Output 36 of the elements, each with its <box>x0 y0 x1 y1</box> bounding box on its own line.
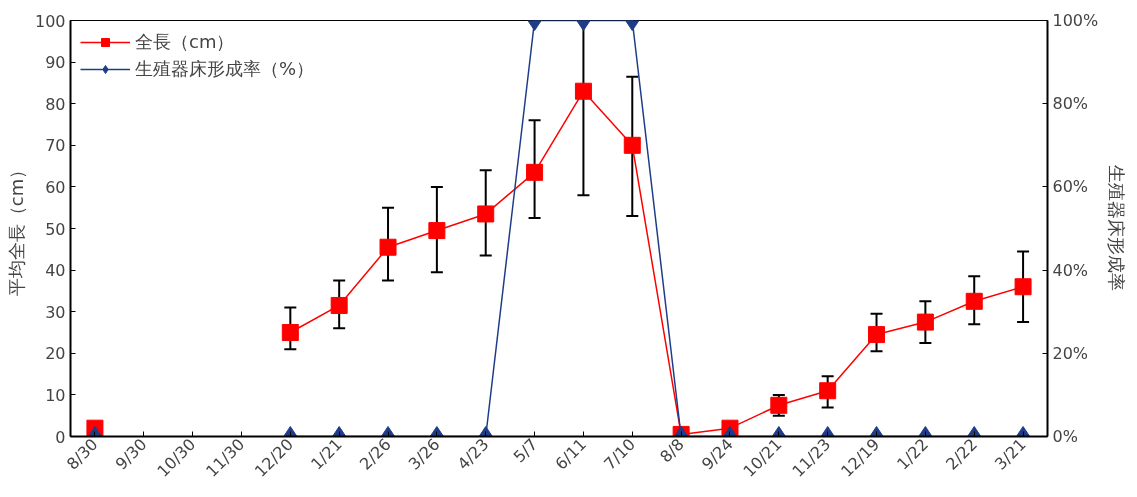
point <box>819 382 837 400</box>
point <box>868 326 886 344</box>
y-tick-label: 90 <box>45 53 66 73</box>
y2-tick-label: 20% <box>1052 343 1089 363</box>
point <box>574 82 592 100</box>
y-tick-label: 30 <box>45 302 66 322</box>
point <box>477 205 495 223</box>
y2-tick-label: 0% <box>1052 427 1078 446</box>
y-axis-title: 平均全長（cm） <box>5 160 27 297</box>
point <box>428 222 446 240</box>
x-tick-label: 8/8 <box>656 434 688 467</box>
y2-tick-label: 60% <box>1052 177 1089 197</box>
y-tick-label: 60 <box>45 177 66 197</box>
y-tick-label: 0 <box>55 427 66 447</box>
point <box>916 313 934 331</box>
point <box>623 136 641 154</box>
point <box>330 296 348 314</box>
point <box>965 292 983 310</box>
y-tick-label: 80 <box>45 94 66 114</box>
y-tick-label: 50 <box>45 219 66 239</box>
y2-tick-label: 40% <box>1052 260 1089 280</box>
y-tick-label: 40 <box>45 261 66 281</box>
point <box>526 163 544 181</box>
x-tick-label: 5/7 <box>509 434 542 467</box>
point <box>1014 278 1032 296</box>
y-tick-label: 10 <box>45 385 66 405</box>
legend-label: 生殖器床形成率（%） <box>135 57 315 81</box>
y2-tick-label: 100% <box>1052 11 1099 30</box>
y-tick-label: 70 <box>45 136 66 156</box>
point <box>281 324 299 341</box>
legend-label: 全長（cm） <box>135 30 235 54</box>
y-tick-label: 100 <box>34 11 66 31</box>
point <box>379 238 397 256</box>
y-tick-label: 20 <box>45 344 66 364</box>
y2-axis-title: 生殖器床形成率 <box>1106 165 1128 292</box>
y2-tick-label: 80% <box>1052 94 1089 114</box>
